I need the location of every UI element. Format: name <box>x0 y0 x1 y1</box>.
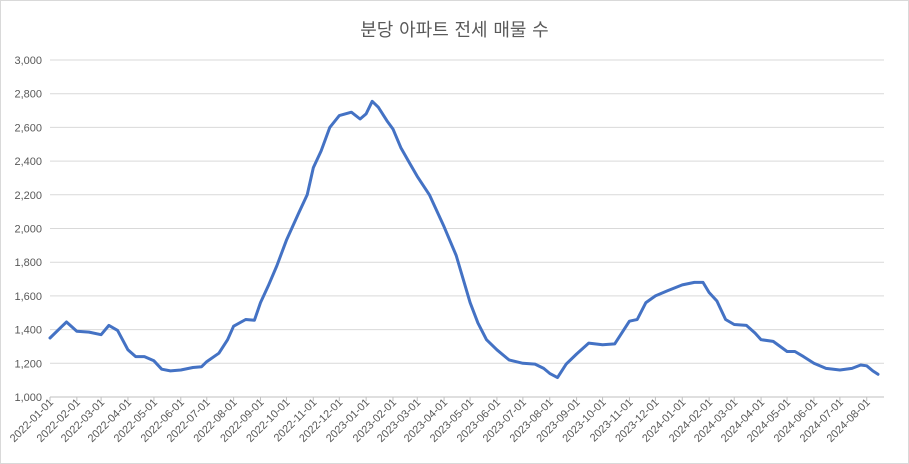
y-tick-label: 2,400 <box>14 156 42 168</box>
plot-area <box>48 99 880 380</box>
y-tick-label: 2,000 <box>14 224 42 236</box>
y-tick-label: 1,600 <box>14 291 42 303</box>
y-tick-label: 2,200 <box>14 190 42 202</box>
y-tick-label: 1,200 <box>14 358 42 370</box>
y-tick-label: 2,800 <box>14 89 42 101</box>
y-tick-label: 1,800 <box>14 257 42 269</box>
x-axis: 2022-01-012022-02-012022-03-012022-04-01… <box>8 397 873 445</box>
y-tick-label: 1,000 <box>14 392 42 404</box>
series-line <box>48 99 880 380</box>
y-tick-label: 1,400 <box>14 325 42 337</box>
y-tick-label: 2,600 <box>14 122 42 134</box>
y-axis: 1,000 1,200 1,400 1,600 1,800 2,000 2,200 2,400… <box>14 55 42 404</box>
gridlines <box>50 59 884 398</box>
chart-title: 분당 아파트 전세 매물 수 <box>360 20 549 41</box>
y-tick-label: 3,000 <box>14 55 42 67</box>
